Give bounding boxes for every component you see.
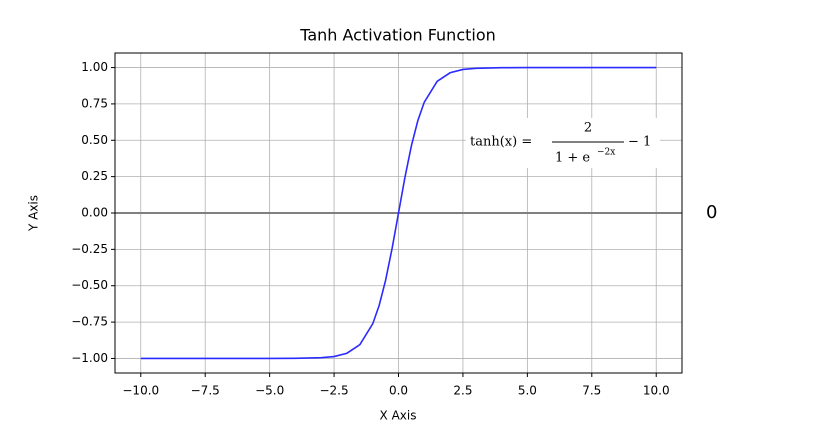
equation-lhs: tanh(x) =: [470, 135, 532, 150]
y-tick-label: 1.00: [81, 60, 108, 74]
x-tick-label: 7.5: [582, 384, 601, 398]
frame: [114, 52, 683, 374]
equation-rhs: − 1: [628, 135, 651, 150]
y-tick-label: −0.25: [71, 242, 108, 256]
equation: tanh(x) = 2 1 + e −2x − 1: [466, 118, 660, 168]
equation-exponent: −2x: [597, 148, 615, 158]
y-tick-label: −0.50: [71, 278, 108, 292]
y-tick-label: −0.75: [71, 315, 108, 329]
y-tick-label: 0.00: [81, 206, 108, 220]
y-tick-label: 0.25: [81, 169, 108, 183]
data-line: [140, 66, 657, 360]
equation-numerator: 2: [584, 121, 592, 136]
equation-background: [466, 118, 660, 168]
equation-denominator: 1 + e: [555, 151, 590, 166]
x-tick-label: 5.0: [518, 384, 537, 398]
chart-title: Tanh Activation Function: [299, 26, 496, 45]
x-tick-label: −7.5: [191, 384, 220, 398]
x-tick-label: −10.0: [122, 384, 159, 398]
x-tick-label: 2.5: [453, 384, 472, 398]
y-tick-label: −1.00: [71, 351, 108, 365]
output-text: 0: [706, 202, 717, 223]
x-tick-label: 0.0: [389, 384, 408, 398]
x-tick-label: −2.5: [319, 384, 348, 398]
x-axis-label: X Axis: [380, 409, 417, 423]
y-tick-label: 0.50: [81, 133, 108, 147]
x-tick-label: −5.0: [255, 384, 284, 398]
x-tick-label: 10.0: [643, 384, 670, 398]
y-axis-label: Y Axis: [27, 195, 41, 232]
y-tick-label: 0.75: [81, 96, 108, 110]
